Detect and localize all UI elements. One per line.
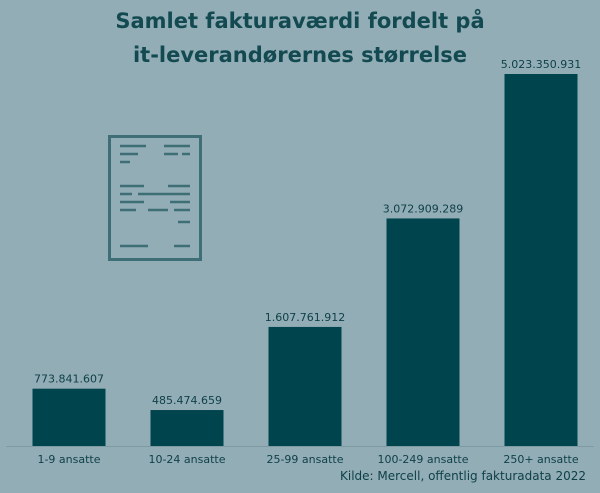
source-note: Kilde: Mercell, offentlig fakturadata 20… [340,469,586,483]
bar-1 [32,388,106,446]
chart-title: Samlet fakturaværdi fordelt på it-levera… [0,4,600,72]
category-label-1: 1-9 ansatte [37,453,100,466]
category-label-3: 25-99 ansatte [266,453,343,466]
data-label-4: 3.072.909.289 [383,202,463,215]
bar-3 [268,326,342,446]
bar-4 [386,218,460,446]
category-label-2: 10-24 ansatte [148,453,225,466]
category-label-4: 100-249 ansatte [377,453,468,466]
data-label-3: 1.607.761.912 [265,311,345,324]
data-label-1: 773.841.607 [34,373,104,386]
category-label-5: 250+ ansatte [503,453,579,466]
data-label-5: 5.023.350.931 [501,58,581,71]
chart-title-line-2: it-leverandørernes størrelse [132,43,468,67]
data-label-2: 485.474.659 [152,394,222,407]
chart-title-line-1: Samlet fakturaværdi fordelt på [115,9,485,33]
bar-2 [150,410,224,446]
bar-5 [504,74,578,446]
invoice-document-icon [108,135,202,261]
